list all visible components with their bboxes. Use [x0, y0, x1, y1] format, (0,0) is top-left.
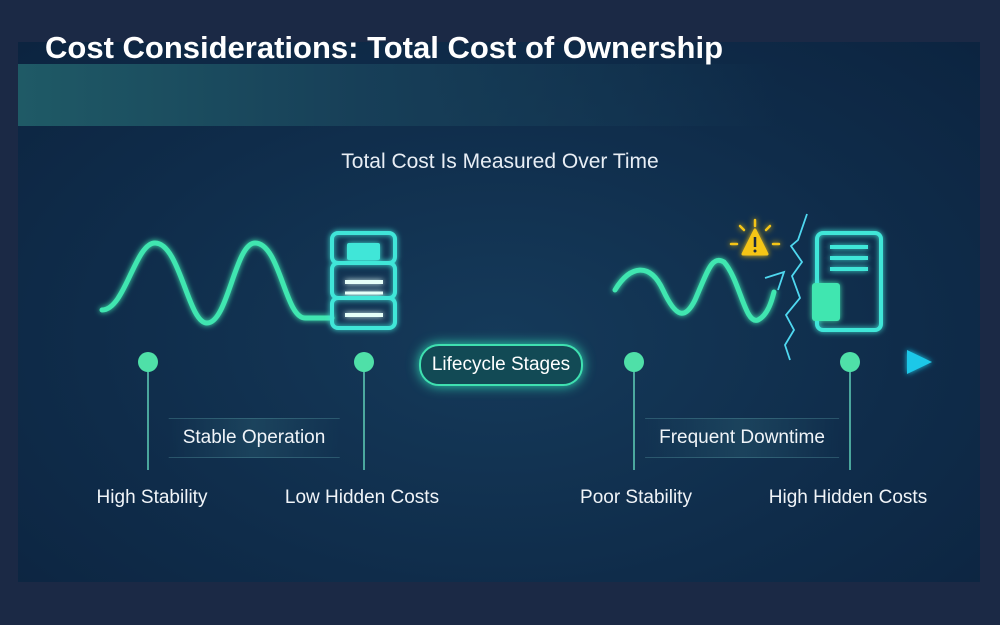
subtitle: Total Cost Is Measured Over Time — [341, 150, 659, 173]
milestone-label: Poor Stability — [580, 487, 692, 508]
milestone-dot — [354, 352, 374, 372]
milestone-dot — [840, 352, 860, 372]
lifecycle-stages-pill: Lifecycle Stages — [419, 344, 583, 386]
milestone-dot — [138, 352, 158, 372]
arrow-right-icon — [907, 350, 932, 374]
milestone-label: High Hidden Costs — [768, 487, 928, 508]
title-band — [18, 64, 778, 126]
milestone-label: High Stability — [96, 487, 208, 508]
milestone-label: Low Hidden Costs — [284, 487, 440, 508]
stable-wave — [99, 240, 335, 326]
warning-icon — [729, 218, 781, 256]
crack-icon — [764, 213, 808, 361]
page-title: Cost Considerations: Total Cost of Owner… — [45, 30, 724, 65]
unstable-wave — [612, 257, 777, 323]
document-icon — [812, 231, 883, 332]
segment-label: Frequent Downtime — [645, 418, 839, 458]
milestone-dot — [624, 352, 644, 372]
segment-label: Stable Operation — [168, 418, 340, 458]
server-icon — [330, 231, 397, 330]
